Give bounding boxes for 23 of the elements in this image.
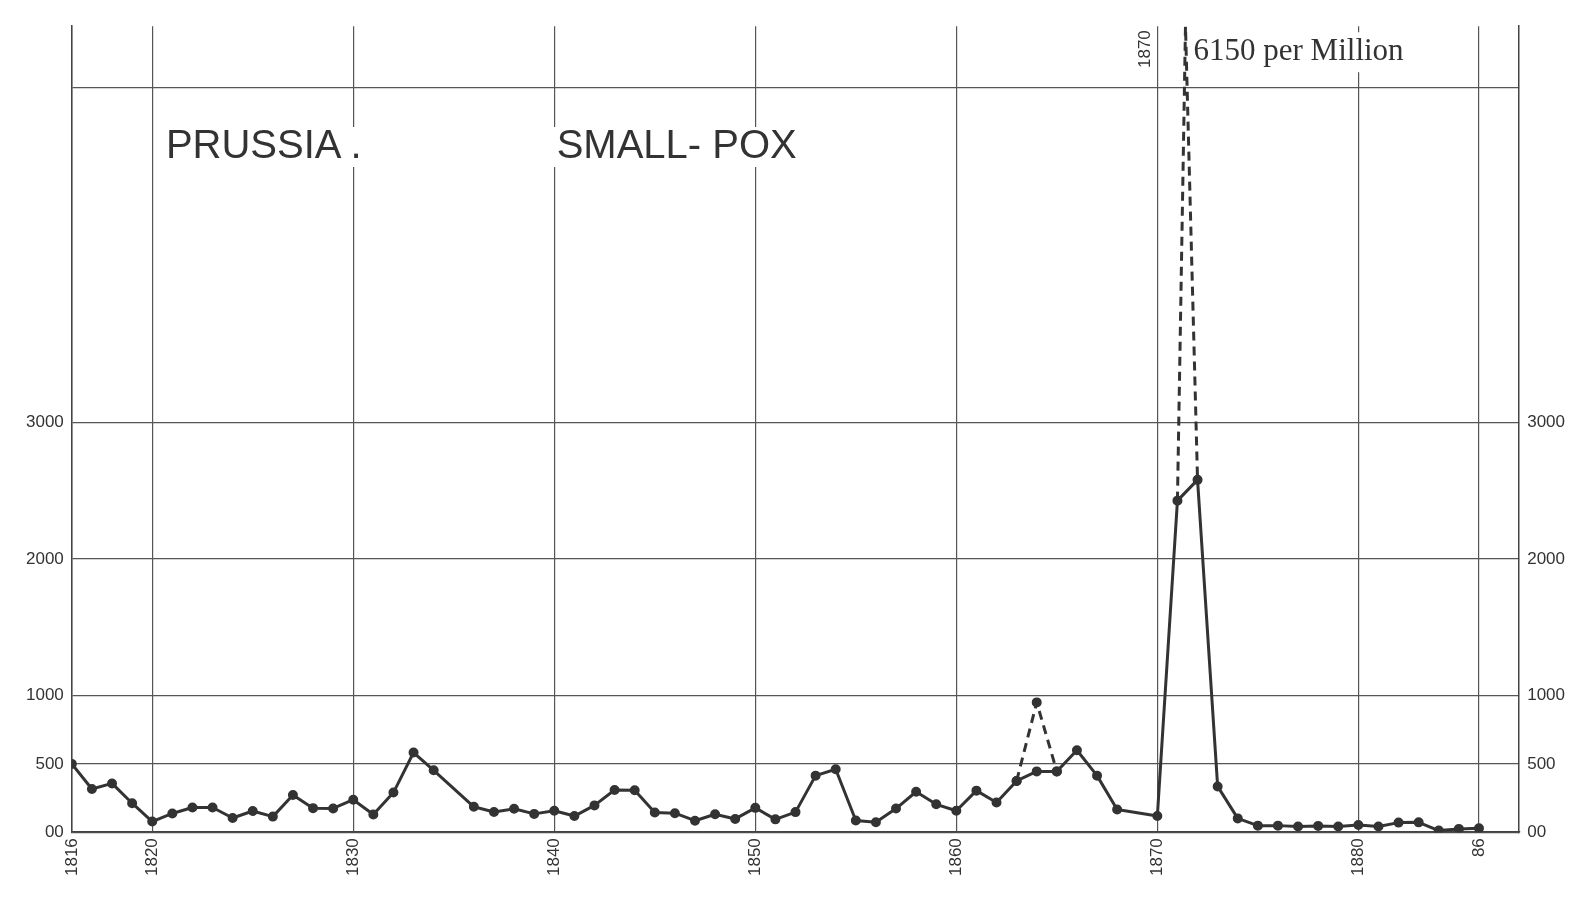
x-tick-label: 86 <box>1468 838 1488 858</box>
annotation: 6150 per Million <box>1193 32 1405 68</box>
y2-tick-label: 00 <box>1527 821 1547 841</box>
text: SMALL- POX <box>556 122 797 167</box>
y2-tick-label: 1000 <box>1527 685 1566 705</box>
x-tick-label: 1830 <box>342 838 362 877</box>
x-tick-label: 1816 <box>61 838 81 877</box>
y2-tick-label: 500 <box>1527 753 1556 773</box>
x-tick-label: 1870 <box>1147 838 1167 877</box>
y2-tick-label: 3000 <box>1527 412 1566 432</box>
y-tick-label: 2000 <box>25 548 64 568</box>
x-tick-label: 1850 <box>744 838 764 877</box>
text: PRUSSIA . <box>165 122 362 167</box>
x-tick-label: 1840 <box>543 838 563 877</box>
x-tick-label: 1860 <box>946 838 966 877</box>
annotation: 1870 <box>1135 30 1155 69</box>
y-tick-label: 500 <box>35 753 64 773</box>
y2-tick-label: 2000 <box>1527 548 1566 568</box>
y-tick-label: 3000 <box>25 412 64 432</box>
x-tick-label: 1820 <box>141 838 161 877</box>
y-tick-label: 00 <box>44 821 64 841</box>
y-tick-label: 1000 <box>25 685 64 705</box>
x-tick-label: 1880 <box>1348 838 1368 877</box>
